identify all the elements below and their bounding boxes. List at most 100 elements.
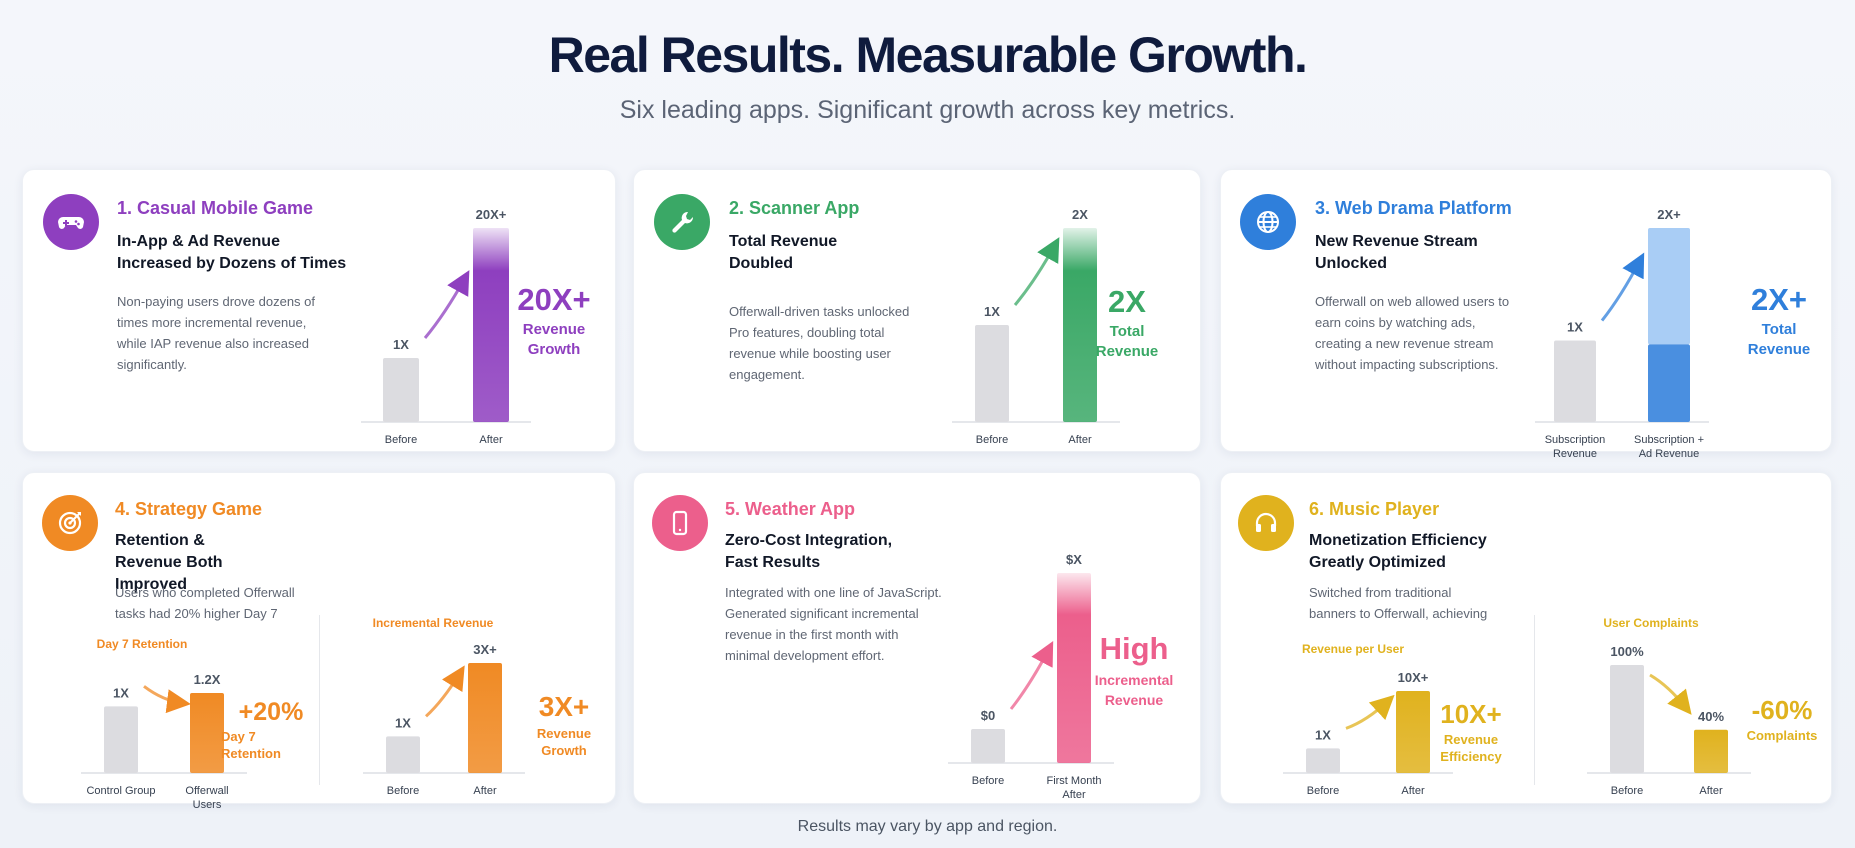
chart-1: 1X Before 20X+ After [361,207,531,446]
growth-arrow [1649,673,1692,715]
x-tick-label: After [479,434,503,446]
x-tick-label: Users [193,799,222,811]
card-title: 3. Web Drama Platform [1315,198,1512,218]
bar [104,706,138,773]
chart-2: 1X Before 2X After [952,207,1120,446]
x-tick-label: Subscription + [1634,434,1704,446]
chart-6b: User Complaints 100% Before 40% After [1587,616,1751,797]
growth-arrow [1013,237,1060,306]
stat-label: Revenue Efficiency [1440,732,1502,764]
bar-segment-ad-revenue [1648,228,1690,345]
bar [190,693,224,773]
growth-arrow [423,270,470,339]
stat-value: 20X+ [517,282,591,317]
stat-value: +20% [238,698,304,726]
x-tick-label: Offerwall [185,785,228,797]
bar-value-label: 1X [393,337,409,352]
case-card-music-player: 6. Music Player Monetization Efficiency … [1220,472,1832,804]
growth-arrow [143,685,191,714]
bar [1610,665,1644,773]
card-description: Offerwall on web allowed users to earn c… [1315,294,1510,372]
stat-value-2: -60% [1751,695,1813,725]
card-headline: In-App & Ad Revenue Increased by Dozens … [117,233,347,272]
bar-value-label: 10X+ [1398,670,1429,685]
growth-arrow [424,665,465,718]
x-tick-label: After [1068,434,1092,446]
growth-arrow [1345,694,1395,730]
x-tick-label: Ad Revenue [1639,448,1700,460]
card-title: 5. Weather App [725,499,856,519]
card-description: Non-paying users drove dozens of times m… [117,294,316,372]
card-description: Integrated with one line of JavaScript. … [725,585,942,663]
bar [383,357,419,422]
chart-6a: Revenue per User 1X Before 10X+ After [1283,642,1453,797]
stat-label: Incremental Revenue [1094,672,1174,708]
card-title: 1. Casual Mobile Game [117,198,314,218]
x-tick-label: First Month [1046,775,1101,787]
x-tick-label: Before [387,785,419,797]
stat-value: High [1099,631,1169,666]
bar-value-label: 1X [113,685,129,700]
chart-4b: Incremental Revenue 1X Before 3X+ After [363,616,525,797]
bar-value-label: 100% [1610,644,1644,659]
wrench-icon [654,194,710,250]
x-tick-label: After [1401,785,1425,797]
page-title: Real Results. Measurable Growth. [548,27,1308,83]
chart-title: User Complaints [1603,616,1699,630]
card-headline: Zero-Cost Integration, Fast Results [725,532,893,571]
section-divider [319,615,320,785]
card-description: Switched from traditional banners to Off… [1309,585,1488,621]
bar-value-label: 2X [1072,207,1088,222]
card-title: 4. Strategy Game [115,499,263,519]
card-title: 6. Music Player [1309,499,1440,519]
x-tick-label: After [1699,785,1723,797]
stat-label-2: Complaints [1746,728,1818,743]
case-card-web-drama: 3. Web Drama Platform New Revenue Stream… [1220,169,1832,460]
card-headline: Monetization Efficiency Greatly Optimize… [1309,532,1487,571]
chart-title: Day 7 Retention [97,637,188,651]
bar [1057,573,1091,763]
stat-value-2: 3X+ [538,691,590,722]
bar-value-label: 1X [1567,320,1583,335]
x-tick-label: Subscription [1545,434,1606,446]
section-divider [1534,615,1535,785]
stat-label: Day 7 Retention [221,729,281,761]
chart-3: 1X Subscription Revenue 2X+ Subscription + Ad… [1535,207,1709,460]
bar-value-label: 40% [1698,709,1724,724]
chart-title: Incremental Revenue [373,616,494,630]
stat-label-2: Revenue Growth [536,726,592,758]
card-description: Users who completed Offerwall tasks had … [115,585,295,621]
case-card-weather-app: 5. Weather App Zero-Cost Integration, Fa… [633,472,1201,804]
globe-icon [1240,194,1296,250]
x-tick-label: Before [972,775,1004,787]
chart-5: $0 Before $X First Month After [948,552,1114,801]
stat-value: 10X+ [1440,699,1502,729]
x-tick-label: Before [1307,785,1339,797]
page-subtitle: Six leading apps. Significant growth acr… [619,96,1236,124]
card-headline: New Revenue Stream Unlocked [1315,233,1478,272]
x-tick-label: Revenue [1553,448,1597,460]
chart-title: Revenue per User [1302,642,1404,656]
x-tick-label: Control Group [86,785,155,797]
bar [1554,340,1596,422]
growth-arrow [1009,641,1054,710]
bar [1306,748,1340,773]
growth-arrow [1600,252,1645,322]
bar-value-label: 1.2X [194,672,221,687]
bar-value-label: $X [1066,552,1082,567]
card-headline: Total Revenue Doubled [729,233,838,272]
bar [971,729,1005,763]
bar-value-label: 1X [395,715,411,730]
card-title: 2. Scanner App [729,198,860,218]
bar-value-label: $0 [981,708,995,723]
x-tick-label: After [1062,789,1086,801]
bar-segment-subscription [1648,344,1690,422]
bar-value-label: 2X+ [1657,207,1681,222]
bar [1063,228,1097,422]
bar [1694,729,1728,773]
case-card-strategy-game: 4. Strategy Game Retention & Revenue Bot… [22,472,616,811]
bar-value-label: 20X+ [476,207,507,222]
disclaimer: Results may vary by app and region. [797,818,1058,835]
card-description: Offerwall-driven tasks unlocked Pro feat… [729,304,910,382]
headphones-icon [1238,495,1294,551]
